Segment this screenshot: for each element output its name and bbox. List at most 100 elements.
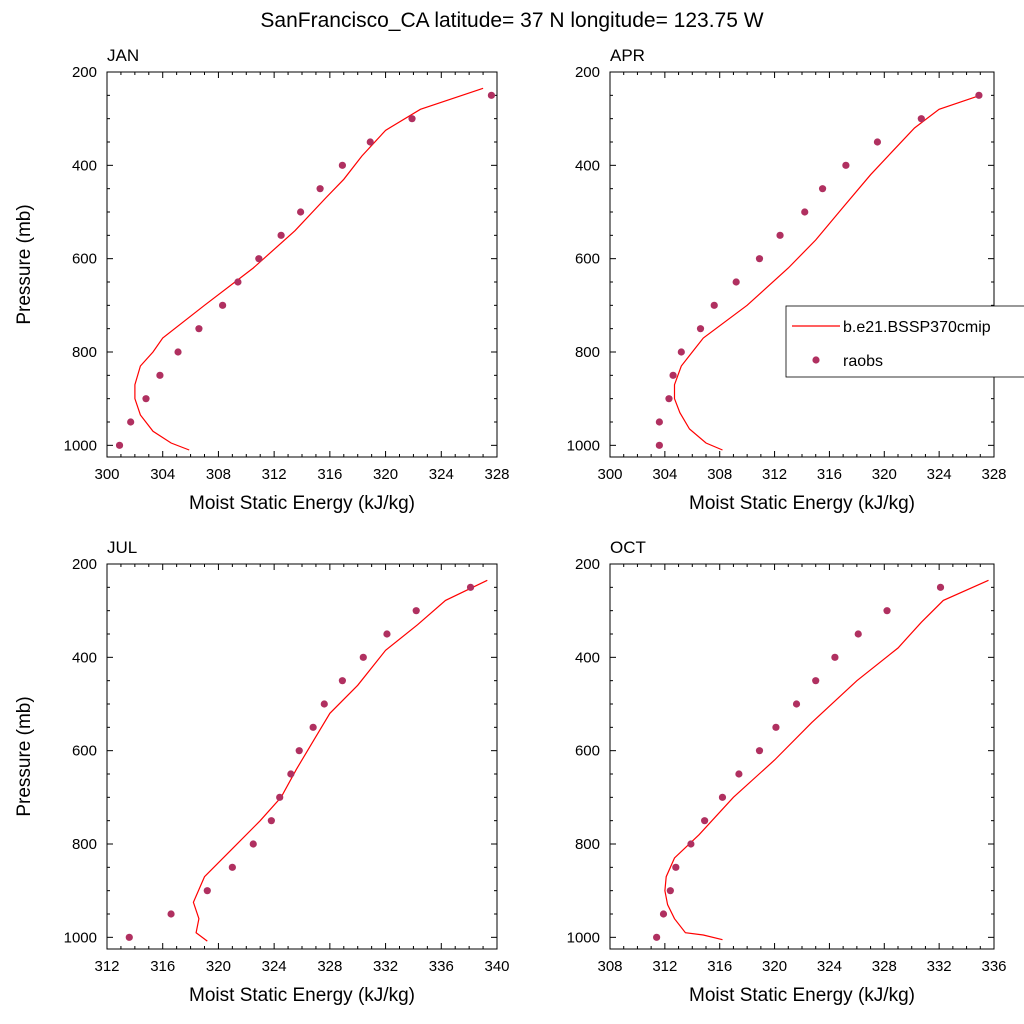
raobs-point — [466, 583, 475, 591]
y-tick-label: 1000 — [64, 437, 97, 454]
x-axis-label: Moist Static Energy (kJ/kg) — [689, 985, 915, 1006]
x-tick-label: 312 — [762, 466, 787, 483]
x-tick-label: 336 — [429, 958, 454, 975]
raobs-point — [666, 887, 674, 895]
raobs-point — [267, 817, 275, 825]
x-tick-label: 320 — [206, 958, 231, 975]
raobs-point — [772, 723, 780, 731]
raobs-point — [156, 371, 164, 379]
x-tick-label: 328 — [872, 958, 897, 975]
x-axis-label: Moist Static Energy (kJ/kg) — [689, 493, 915, 514]
x-tick-label: 300 — [597, 466, 622, 483]
raobs-point — [366, 138, 374, 146]
x-tick-label: 316 — [707, 958, 732, 975]
x-tick-label: 312 — [652, 958, 677, 975]
raobs-point — [854, 630, 862, 638]
raobs-point — [801, 208, 809, 216]
y-tick-label: 800 — [575, 836, 600, 853]
panel-title: JAN — [107, 46, 139, 65]
raobs-point — [228, 863, 236, 871]
x-tick-label: 316 — [150, 958, 175, 975]
y-tick-label: 200 — [575, 64, 600, 81]
panel-title: APR — [610, 46, 645, 65]
raobs-point — [219, 301, 227, 309]
raobs-point — [665, 395, 673, 403]
y-tick-label: 400 — [575, 649, 600, 666]
raobs-point — [295, 747, 303, 755]
x-tick-label: 324 — [429, 466, 454, 483]
raobs-point — [655, 441, 663, 449]
y-tick-label: 200 — [575, 556, 600, 573]
x-tick-label: 300 — [94, 466, 119, 483]
raobs-point — [142, 395, 150, 403]
panel-title: OCT — [610, 538, 646, 557]
x-tick-label: 332 — [373, 958, 398, 975]
raobs-point — [755, 747, 764, 755]
raobs-point — [755, 255, 764, 263]
y-axis-label: Pressure (mb) — [14, 204, 35, 324]
x-tick-label: 332 — [927, 958, 952, 975]
y-tick-label: 1000 — [567, 929, 600, 946]
panel-jul: 312 316 320 324 328 332 336 340 200 400 600 800 1000… — [14, 538, 510, 1006]
raobs-point — [975, 91, 983, 99]
x-tick-label: 324 — [927, 466, 952, 483]
x-tick-label: 308 — [206, 466, 231, 483]
panel-apr: 300 304 308 312 316 320 324 328 200 400 600 800 1000… — [567, 46, 1007, 514]
raobs-point — [701, 817, 709, 825]
y-tick-label: 600 — [72, 743, 97, 760]
raobs-point — [255, 255, 263, 263]
x-tick-label: 328 — [484, 466, 509, 483]
x-tick-label: 320 — [373, 466, 398, 483]
raobs-point — [659, 910, 668, 918]
raobs-point — [276, 793, 284, 801]
raobs-point — [831, 653, 839, 661]
model-series-line — [673, 94, 981, 451]
raobs-point — [174, 348, 182, 356]
raobs-point — [338, 161, 346, 169]
raobs-point — [653, 933, 661, 941]
raobs-point — [732, 278, 740, 286]
x-tick-label: 316 — [817, 466, 842, 483]
raobs-point — [718, 793, 727, 801]
plot-frame — [106, 71, 498, 458]
x-tick-label: 328 — [981, 466, 1006, 483]
y-tick-label: 800 — [575, 344, 600, 361]
raobs-point — [412, 607, 420, 615]
x-tick-label: 336 — [981, 958, 1006, 975]
raobs-point — [873, 138, 882, 146]
x-axis-label: Moist Static Energy (kJ/kg) — [189, 985, 415, 1006]
raobs-point — [195, 325, 203, 333]
raobs-point — [249, 840, 257, 848]
x-tick-label: 304 — [652, 466, 677, 483]
x-tick-label: 312 — [262, 466, 287, 483]
x-tick-label: 320 — [762, 958, 787, 975]
raobs-point — [125, 933, 133, 941]
raobs-point — [316, 185, 324, 193]
raobs-point — [487, 91, 496, 99]
x-tick-label: 320 — [872, 466, 897, 483]
raobs-point — [408, 115, 416, 123]
panel-title: JUL — [107, 538, 137, 557]
x-tick-label: 340 — [484, 958, 509, 975]
model-series-line — [664, 579, 989, 941]
raobs-point — [883, 607, 891, 615]
y-tick-label: 1000 — [567, 437, 600, 454]
raobs-point — [287, 770, 295, 778]
raobs-point — [687, 840, 695, 848]
legend-label-obs: raobs — [843, 353, 883, 370]
raobs-point — [735, 770, 743, 778]
x-tick-label: 328 — [317, 958, 342, 975]
y-tick-label: 600 — [575, 743, 600, 760]
raobs-point — [338, 677, 346, 685]
panel-jan: 300 304 308 312 316 320 324 328 200 400 600 800 1000… — [14, 46, 510, 514]
x-tick-label: 304 — [150, 466, 175, 483]
y-tick-label: 600 — [575, 251, 600, 268]
raobs-point — [842, 161, 850, 169]
raobs-point — [115, 441, 124, 449]
x-tick-label: 308 — [597, 958, 622, 975]
raobs-point — [203, 887, 211, 895]
x-tick-label: 324 — [817, 958, 842, 975]
model-series-line — [134, 87, 484, 451]
y-tick-label: 600 — [72, 251, 97, 268]
raobs-point — [383, 630, 391, 638]
